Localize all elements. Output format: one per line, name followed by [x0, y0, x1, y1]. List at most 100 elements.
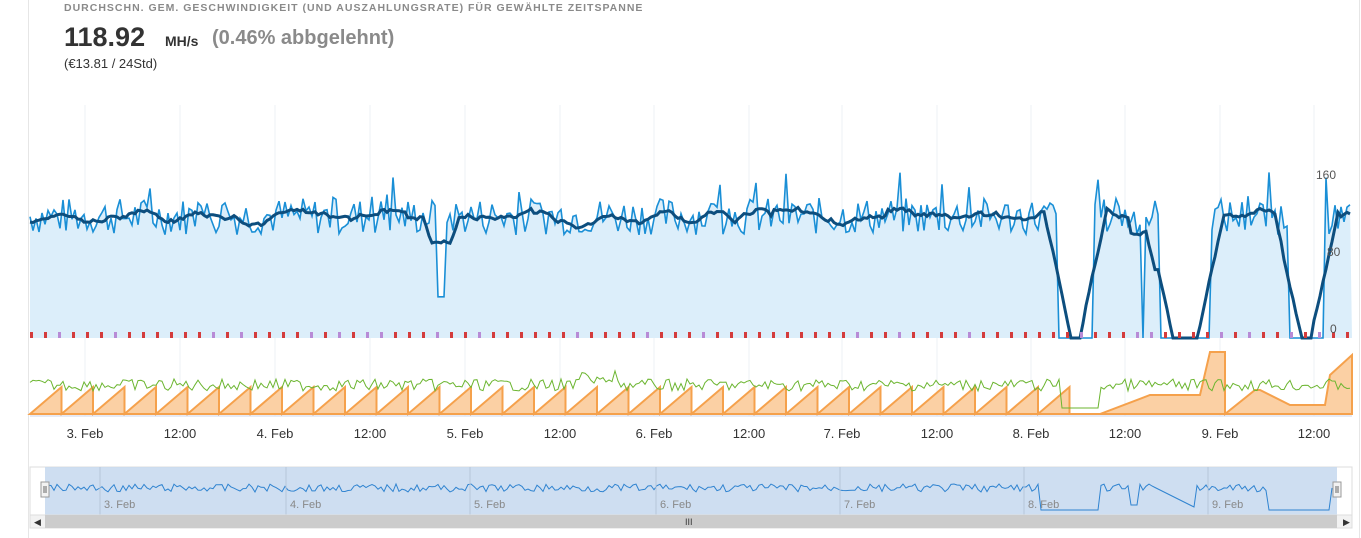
- rejected-mark: [1234, 332, 1237, 338]
- rejected-mark: [1304, 332, 1307, 338]
- rejected-mark: [996, 332, 999, 338]
- y-tick-160: 160: [1316, 168, 1336, 182]
- rejected-mark: [394, 332, 397, 338]
- rejected-mark: [86, 332, 89, 338]
- rejected-mark: [1024, 332, 1027, 338]
- rejected-mark: [716, 332, 719, 338]
- rejected-mark: [1220, 332, 1223, 338]
- x-tick-label: 6. Feb: [636, 426, 673, 441]
- navigator-handle-left[interactable]: [40, 481, 50, 498]
- rejected-marks: [30, 332, 1349, 338]
- rejected-mark: [562, 332, 565, 338]
- rejected-mark: [198, 332, 201, 338]
- y-tick-0: 0: [1330, 322, 1337, 336]
- rejected-mark: [786, 332, 789, 338]
- rejected-mark: [436, 332, 439, 338]
- rejected-mark: [548, 332, 551, 338]
- navigator-line: [47, 482, 1333, 511]
- rejected-mark: [506, 332, 509, 338]
- navigator-label: 5. Feb: [474, 499, 505, 511]
- speed-value: 118.92: [64, 22, 146, 52]
- navigator-label: 9. Feb: [1212, 499, 1243, 511]
- rejected-mark: [1290, 332, 1293, 338]
- rejected-mark: [1052, 332, 1055, 338]
- rejected-mark: [44, 332, 47, 338]
- rejected-mark: [576, 332, 579, 338]
- rejected-mark: [1108, 332, 1111, 338]
- rejected-mark: [72, 332, 75, 338]
- rejected-mark: [590, 332, 593, 338]
- rejected-mark: [1122, 332, 1125, 338]
- x-tick-label: 3. Feb: [67, 426, 104, 441]
- rejected-mark: [1178, 332, 1181, 338]
- rejected-mark: [422, 332, 425, 338]
- rejected-mark: [870, 332, 873, 338]
- rejected-mark: [1080, 332, 1083, 338]
- rejected-mark: [730, 332, 733, 338]
- rejected-mark: [310, 332, 313, 338]
- x-tick-label: 7. Feb: [824, 426, 861, 441]
- x-tick-label: 5. Feb: [447, 426, 484, 441]
- rejected-mark: [1150, 332, 1153, 338]
- rejected-mark: [814, 332, 817, 338]
- rejected-mark: [114, 332, 117, 338]
- scroll-right-arrow[interactable]: ▶: [1343, 517, 1350, 527]
- chart-title: DURCHSCHN. GEM. GESCHWINDIGKEIT (UND AUS…: [64, 2, 644, 14]
- rejected-mark: [702, 332, 705, 338]
- rejected-mark: [828, 332, 831, 338]
- scroll-left-arrow[interactable]: ◀: [34, 517, 41, 527]
- scrollbar-thumb[interactable]: [45, 515, 1337, 528]
- navigator-label: 4. Feb: [290, 499, 321, 511]
- rejected-mark: [1262, 332, 1265, 338]
- average-line: [29, 205, 1351, 340]
- rejected-mark: [1332, 332, 1335, 338]
- rejected-mark: [1094, 332, 1097, 338]
- rejected-mark: [1038, 332, 1041, 338]
- rejected-mark: [408, 332, 411, 338]
- x-tick-label: 8. Feb: [1013, 426, 1050, 441]
- rejected-mark: [898, 332, 901, 338]
- rejected-mark: [492, 332, 495, 338]
- rejected-mark: [268, 332, 271, 338]
- rejected-mark: [912, 332, 915, 338]
- rejected-mark: [758, 332, 761, 338]
- rejected-mark: [632, 332, 635, 338]
- rejected-mark: [1276, 332, 1279, 338]
- navigator-label: 8. Feb: [1028, 499, 1059, 511]
- rejected-mark: [58, 332, 61, 338]
- rejected-rate: (0.46% abbgelehnt): [212, 27, 395, 49]
- rejected-mark: [170, 332, 173, 338]
- rejected-mark: [604, 332, 607, 338]
- speed-unit: MH/s: [165, 33, 199, 49]
- rejected-mark: [660, 332, 663, 338]
- rejected-mark: [800, 332, 803, 338]
- rejected-mark: [1248, 332, 1251, 338]
- rejected-mark: [100, 332, 103, 338]
- rejected-mark: [156, 332, 159, 338]
- rejected-mark: [1010, 332, 1013, 338]
- rejected-mark: [1066, 332, 1069, 338]
- rejected-mark: [338, 332, 341, 338]
- rejected-mark: [954, 332, 957, 338]
- payout-area: [27, 351, 1353, 417]
- rejected-mark: [184, 332, 187, 338]
- rejected-mark: [926, 332, 929, 338]
- rejected-mark: [212, 332, 215, 338]
- navigator-label: 7. Feb: [844, 499, 875, 511]
- rejected-mark: [240, 332, 243, 338]
- rejected-mark: [1346, 332, 1349, 338]
- rejected-mark: [884, 332, 887, 338]
- rejected-mark: [1206, 332, 1209, 338]
- x-tick-label: 12:00: [544, 426, 577, 441]
- rejected-mark: [464, 332, 467, 338]
- x-tick-label: 4. Feb: [257, 426, 294, 441]
- shares-line: [29, 369, 1351, 409]
- navigator-selection[interactable]: [45, 467, 1337, 515]
- navigator-handle-right[interactable]: [1332, 481, 1342, 498]
- rejected-mark: [520, 332, 523, 338]
- rejected-mark: [296, 332, 299, 338]
- rejected-mark: [982, 332, 985, 338]
- rejected-mark: [380, 332, 383, 338]
- rejected-mark: [128, 332, 131, 338]
